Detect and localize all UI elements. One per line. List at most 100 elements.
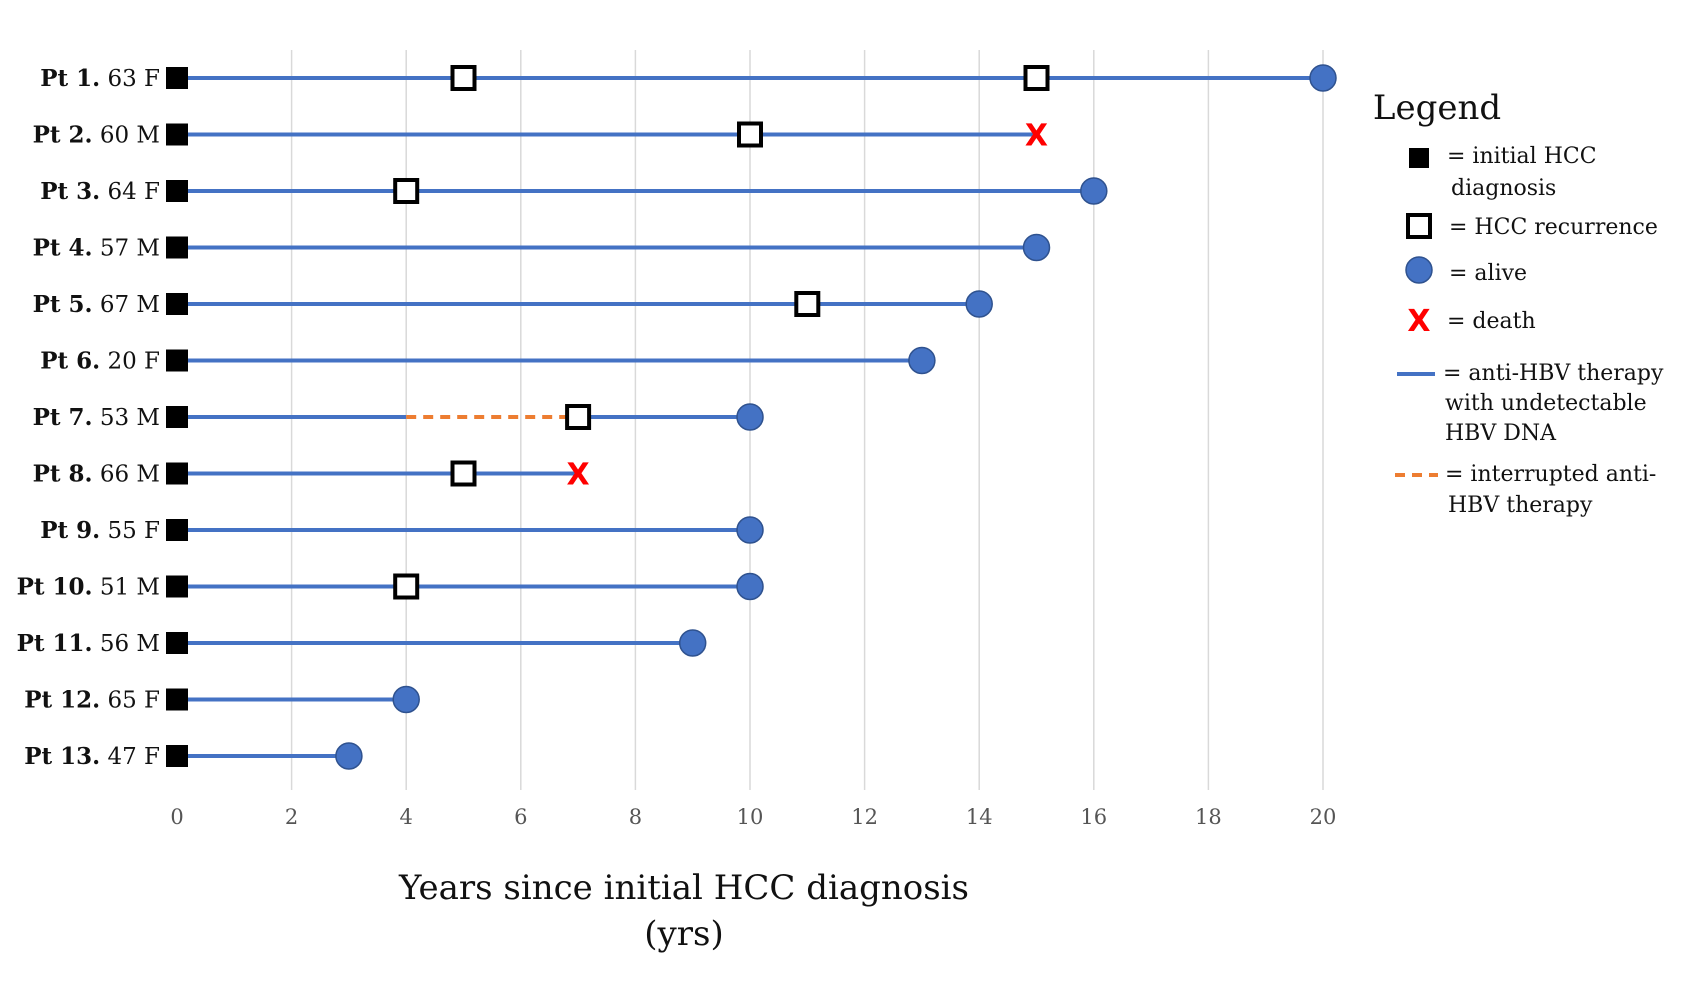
initial-diagnosis-marker — [166, 688, 188, 711]
patient-label-4: Pt 4. 57 M — [33, 235, 160, 262]
recurrence-marker — [565, 404, 592, 430]
alive-marker — [1309, 64, 1337, 92]
alive-marker — [1022, 233, 1051, 262]
death-marker: X — [1025, 119, 1048, 154]
initial-diagnosis-marker — [166, 406, 188, 428]
initial-diagnosis-marker — [166, 293, 188, 315]
alive-marker — [908, 346, 936, 375]
x-tick-label-0: 0 — [170, 805, 183, 829]
patient-id: Pt 3. — [40, 178, 100, 205]
initial-diagnosis-marker — [166, 519, 188, 541]
patient-id: Pt 5. — [33, 291, 93, 318]
patient-info: 67 M — [93, 292, 160, 318]
legend-alive-text: = alive — [1449, 261, 1527, 286]
alive-marker — [1080, 177, 1108, 205]
legend-interrupted-text-2: HBV therapy — [1448, 493, 1593, 518]
death-marker: X — [567, 458, 590, 493]
patient-info: 20 F — [100, 349, 160, 375]
patient-id: Pt 12. — [24, 687, 100, 714]
patient-info: 51 M — [93, 575, 160, 601]
legend-recurrence-icon — [1406, 213, 1432, 239]
x-tick-label-12: 12 — [851, 805, 878, 829]
patient-label-11: Pt 11. 56 M — [17, 630, 160, 657]
patient-id: Pt 1. — [40, 65, 100, 92]
alive-marker — [678, 629, 707, 657]
initial-diagnosis-marker — [166, 462, 188, 485]
patient-info: 56 M — [93, 631, 160, 657]
legend-initial-text-1: = initial HCC — [1447, 144, 1597, 169]
x-tick-label-16: 16 — [1080, 805, 1107, 829]
patient-lane-10 — [166, 572, 764, 601]
initial-diagnosis-marker — [166, 575, 188, 598]
patient-lane-13 — [166, 742, 363, 770]
patient-lane-6 — [166, 346, 936, 375]
patient-label-3: Pt 3. 64 F — [40, 178, 160, 205]
patient-id: Pt 11. — [17, 630, 93, 657]
patient-lane-4 — [166, 233, 1051, 262]
patient-id: Pt 8. — [33, 461, 93, 488]
initial-diagnosis-marker — [166, 67, 188, 89]
recurrence-marker — [737, 121, 763, 148]
patient-info: 53 M — [93, 405, 160, 431]
x-tick-label-18: 18 — [1195, 805, 1222, 829]
legend-title: Legend — [1373, 88, 1501, 128]
patient-label-5: Pt 5. 67 M — [33, 291, 160, 318]
patient-label-2: Pt 2. 60 M — [33, 122, 160, 149]
x-axis-title-line2: (yrs) — [644, 914, 723, 954]
initial-diagnosis-marker — [166, 632, 188, 654]
legend-therapy-text-2: with undetectable — [1445, 391, 1647, 416]
patient-id: Pt 13. — [24, 743, 100, 770]
initial-diagnosis-marker — [166, 349, 188, 372]
patient-info: 55 F — [100, 518, 160, 544]
alive-marker — [736, 403, 764, 431]
patient-labels: Pt 1. 63 F Pt 2. 60 M Pt 3. 64 F Pt 4. 57 M… — [17, 65, 160, 770]
legend-recurrence-text: = HCC recurrence — [1449, 215, 1658, 240]
recurrence-marker — [393, 178, 420, 204]
alive-marker — [736, 516, 764, 544]
legend-death-icon: X — [1407, 304, 1430, 339]
patient-info: 47 F — [100, 744, 160, 770]
patient-id: Pt 4. — [33, 235, 93, 262]
x-axis-ticks: 0 2 4 6 8 10 12 14 16 18 20 — [170, 805, 1336, 829]
x-tick-label-4: 4 — [400, 805, 413, 829]
patient-lane-8: X — [166, 458, 590, 493]
legend-death-text: = death — [1447, 309, 1536, 334]
x-tick-label-2: 2 — [285, 805, 298, 829]
patient-label-6: Pt 6. 20 F — [40, 348, 160, 375]
patient-label-1: Pt 1. 63 F — [40, 65, 160, 92]
patient-lane-2: X — [166, 119, 1048, 154]
legend-alive-icon — [1405, 256, 1433, 284]
patient-label-10: Pt 10. 51 M — [17, 574, 160, 601]
alive-marker — [736, 572, 764, 601]
patient-id: Pt 10. — [17, 574, 93, 601]
patient-info: 64 F — [100, 179, 160, 205]
initial-diagnosis-marker — [166, 180, 188, 202]
recurrence-marker — [450, 65, 477, 91]
x-tick-label-6: 6 — [514, 805, 527, 829]
legend-interrupted-text-1: = interrupted anti- — [1445, 462, 1656, 487]
patient-id: Pt 2. — [33, 122, 93, 149]
patient-info: 60 M — [93, 123, 160, 149]
patient-lane-5 — [166, 290, 993, 318]
patient-lane-1 — [166, 64, 1337, 92]
legend: Legend = initial HCC diagnosis = HCC rec… — [1373, 88, 1664, 518]
legend-therapy-text-3: HBV DNA — [1445, 421, 1557, 446]
patient-info: 65 F — [100, 688, 160, 714]
alive-marker — [392, 685, 420, 714]
x-tick-label-8: 8 — [629, 805, 642, 829]
x-tick-label-10: 10 — [737, 805, 764, 829]
patient-info: 57 M — [93, 236, 160, 262]
patient-label-12: Pt 12. 65 F — [24, 687, 160, 714]
patient-lane-11 — [166, 629, 707, 657]
recurrence-marker — [794, 291, 821, 317]
legend-initial-icon — [1409, 148, 1429, 168]
x-tick-label-20: 20 — [1310, 805, 1337, 829]
x-axis-title-line1: Years since initial HCC diagnosis — [398, 868, 969, 908]
patient-id: Pt 6. — [40, 348, 100, 375]
alive-marker — [965, 290, 993, 318]
patient-info: 63 F — [100, 66, 160, 92]
patient-info: 66 M — [93, 462, 160, 488]
patient-id: Pt 7. — [33, 404, 93, 431]
patient-lane-12 — [166, 685, 420, 714]
